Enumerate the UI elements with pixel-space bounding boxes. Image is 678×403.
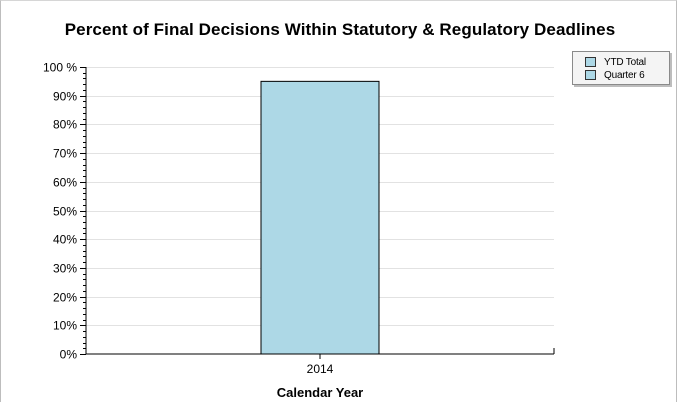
y-tick-label: 20%: [53, 291, 77, 305]
y-tick-label: 100 %: [43, 61, 77, 75]
legend-swatch-quarter-6: [585, 70, 596, 80]
x-axis-title: Calendar Year: [277, 385, 363, 400]
legend-item-ytd-total: YTD Total: [585, 56, 646, 68]
legend: YTD Total Quarter 6: [572, 51, 670, 85]
y-tick-label: 10%: [53, 319, 77, 333]
y-tick-label: 70%: [53, 147, 77, 161]
bar-quarter-6: [260, 80, 380, 355]
legend-item-quarter-6: Quarter 6: [585, 69, 645, 81]
y-tick-label: 30%: [53, 262, 77, 276]
y-tick-label: 0%: [60, 348, 78, 362]
x-tick-label: 2014: [307, 362, 334, 376]
chart-title: Percent of Final Decisions Within Statut…: [64, 20, 616, 39]
legend-label-quarter-6: Quarter 6: [604, 69, 645, 81]
y-ticks: 0% 10% 20% 30% 40% 50% 60% 70% 80% 90% 100 %: [43, 61, 86, 362]
y-tick-label: 90%: [53, 90, 77, 104]
x-ticks: 2014: [307, 354, 334, 376]
legend-swatch-ytd-total: [585, 57, 596, 67]
y-tick-label: 60%: [53, 176, 77, 190]
y-tick-label: 40%: [53, 233, 77, 247]
y-tick-label: 50%: [53, 205, 77, 219]
bars: [260, 80, 380, 355]
y-tick-label: 80%: [53, 118, 77, 132]
legend-label-ytd-total: YTD Total: [604, 56, 646, 68]
